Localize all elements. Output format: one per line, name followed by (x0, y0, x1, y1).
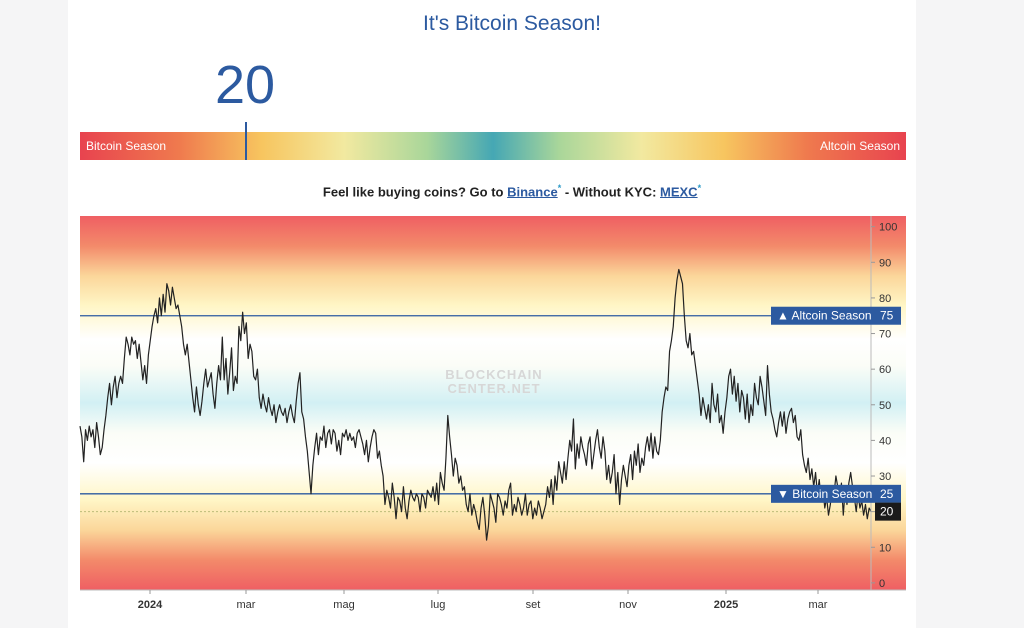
index-value: 20 (215, 55, 276, 115)
x-tick-label: 2024 (138, 599, 163, 611)
reference-value-box-75 (875, 306, 901, 325)
gauge-label-bitcoin-season: Bitcoin Season (86, 139, 167, 153)
x-tick-label: mar (237, 599, 256, 611)
promo-line: Feel like buying coins? Go to Binance* -… (0, 183, 1024, 199)
reference-label-75: ▲ Altcoin Season (777, 309, 872, 323)
y-tick-label: 80 (879, 293, 891, 305)
y-tick-label: 90 (879, 257, 891, 269)
reference-label-box-25 (771, 484, 875, 503)
current-value-box (875, 502, 901, 521)
x-tick-label: mar (809, 599, 828, 611)
x-tick-label: mag (333, 599, 354, 611)
mexc-link[interactable]: MEXC (660, 184, 698, 200)
binance-asterisk: * (557, 183, 562, 193)
x-tick-label: set (526, 599, 541, 611)
y-tick-label: 10 (879, 542, 891, 554)
y-tick-label: 60 (879, 364, 891, 376)
season-gradient-background (80, 216, 906, 590)
gauge-label-altcoin-season: Altcoin Season (819, 139, 900, 153)
reference-label-25: ▼ Bitcoin Season (777, 487, 872, 501)
watermark-text: CENTER.NET (447, 381, 540, 396)
reference-value-25: 25 (880, 487, 894, 501)
reference-value-box-25 (875, 484, 901, 503)
y-tick-label: 50 (879, 400, 891, 412)
gauge-marker (245, 122, 248, 160)
mexc-asterisk: * (697, 183, 702, 193)
promo-text-middle: - Without KYC: (561, 184, 661, 200)
y-tick-label: 70 (879, 329, 891, 341)
reference-value-75: 75 (880, 309, 894, 323)
x-tick-label: lug (431, 599, 446, 611)
promo-text-before: Feel like buying coins? Go to (322, 184, 508, 200)
y-tick-label: 40 (879, 435, 891, 447)
reference-label-box-75 (771, 306, 875, 325)
watermark-text: BLOCKCHAIN (445, 367, 542, 382)
x-tick-label: nov (619, 599, 637, 611)
altcoin-index-line (79, 268, 872, 541)
y-tick-label: 100 (879, 222, 897, 234)
y-tick-label: 0 (879, 578, 885, 590)
page-title: It's Bitcoin Season! (423, 12, 601, 35)
y-tick-label: 30 (879, 471, 891, 483)
season-gauge-bar: Bitcoin Season Altcoin Season (80, 122, 906, 160)
current-value-label: 20 (880, 505, 894, 519)
binance-link[interactable]: Binance (507, 184, 558, 200)
x-tick-label: 2025 (714, 599, 738, 611)
